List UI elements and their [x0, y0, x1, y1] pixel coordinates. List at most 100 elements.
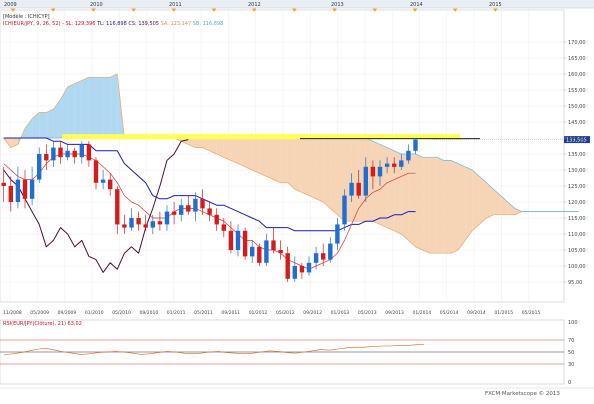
period-marker — [412, 8, 418, 12]
candle-down — [108, 173, 113, 196]
candle-body — [278, 250, 283, 254]
candle-down — [356, 170, 361, 199]
cloud-bear-segment — [465, 166, 473, 241]
candle-up — [328, 237, 333, 263]
legend-indicator: ICH(EUR/JPY, 9, 26, 52) - — [3, 21, 64, 27]
cloud-bear-segment — [458, 163, 466, 250]
candle-body — [179, 205, 184, 215]
cloud-bear-segment — [316, 138, 324, 202]
rsi-line — [3, 343, 425, 356]
x-tick-label: 01/2015 — [494, 310, 513, 316]
cloud-bull-segment — [81, 77, 89, 138]
candle-up — [164, 205, 170, 231]
year-label: 2010 — [90, 2, 103, 8]
cloud-bear-segment — [514, 208, 522, 215]
candle-up — [292, 256, 297, 282]
candle-body — [37, 154, 42, 180]
candle-up — [193, 192, 198, 222]
candle-body — [413, 139, 418, 151]
candle-body — [171, 211, 177, 215]
highlight-band — [62, 134, 460, 140]
candle-up — [65, 144, 70, 161]
candle-up — [342, 189, 347, 231]
candle-up — [413, 138, 418, 154]
candle-down — [72, 147, 77, 164]
cloud-bull-segment — [25, 118, 33, 138]
period-marker — [292, 8, 297, 12]
x-tick-label: 05/2009 — [30, 310, 49, 316]
candle-body — [399, 160, 404, 167]
y-tick-label: 100,00 — [568, 264, 586, 270]
candle-up — [37, 147, 42, 183]
x-tick-label: 09/2013 — [385, 310, 404, 316]
candle-body — [207, 208, 212, 215]
cloud-bear-segment — [401, 154, 409, 241]
y-tick-label: 130,00 — [568, 168, 586, 174]
candle-body — [235, 230, 241, 250]
candle-up — [235, 224, 241, 257]
candle-up — [306, 256, 312, 276]
candle-up — [129, 208, 134, 231]
candle-up — [363, 157, 368, 202]
period-marker — [372, 8, 377, 12]
candle-body — [228, 230, 234, 250]
cloud-bear-segment — [223, 138, 231, 161]
candle-body — [8, 186, 13, 202]
candle-down — [370, 160, 376, 190]
candle-body — [370, 166, 376, 177]
candle-down — [392, 157, 397, 174]
candle-up — [313, 246, 319, 270]
candle-down — [8, 176, 13, 212]
candle-body — [313, 253, 319, 263]
candle-down — [157, 211, 163, 231]
candle-body — [15, 179, 21, 202]
x-tick-label: 05/2015 — [522, 310, 541, 316]
senkou-span-a-line — [3, 73, 579, 254]
candle-body — [129, 218, 134, 228]
cloud-bear-segment — [10, 138, 18, 148]
candle-body — [164, 211, 170, 225]
y-tick-label: 160,00 — [568, 72, 586, 78]
legend-sl: SL: 129,396 — [65, 21, 96, 27]
cloud-bear-segment — [294, 138, 302, 193]
candle-down — [278, 240, 283, 260]
year-label: 2011 — [169, 2, 182, 8]
x-tick-label: 05/2012 — [276, 310, 295, 316]
candle-up — [29, 166, 35, 206]
candle-down — [271, 227, 276, 254]
y-tick-label: 95,00 — [568, 280, 582, 286]
y-tick-label: 120,00 — [568, 200, 586, 206]
model-label: [Modèle : ICHICYP] — [3, 14, 50, 20]
x-tick-label: 05/2013 — [358, 310, 377, 316]
candle-down — [122, 214, 127, 234]
candle-body — [65, 150, 70, 158]
candle-down — [44, 144, 49, 170]
candle-body — [79, 144, 84, 158]
candle-up — [100, 170, 106, 190]
cloud-bear-segment — [365, 138, 373, 222]
cloud-bear-segment — [415, 154, 423, 250]
candle-body — [349, 182, 354, 196]
cloud-bear-segment — [493, 189, 501, 215]
candle-up — [406, 144, 411, 164]
candle-body — [122, 224, 127, 228]
cloud-bear-segment — [202, 138, 210, 151]
y-tick-label: 145,00 — [568, 120, 586, 126]
candle-body — [363, 166, 368, 196]
cloud-bear-segment — [479, 176, 487, 225]
x-tick-label: 05/2011 — [194, 310, 213, 316]
cloud-bear-segment — [408, 154, 416, 247]
x-tick-label: 09/2009 — [58, 310, 77, 316]
period-marker — [131, 8, 136, 12]
cloud-bull-segment — [110, 74, 118, 138]
y-tick-label: 150,00 — [568, 104, 586, 110]
candle-down — [207, 202, 212, 222]
candle-body — [406, 150, 411, 161]
candle-body — [342, 195, 347, 225]
year-label: 2012 — [248, 2, 261, 8]
candle-body — [93, 160, 99, 183]
price-tag-text: 139,505 — [566, 138, 587, 144]
candle-body — [115, 189, 120, 225]
candle-down — [143, 214, 148, 231]
